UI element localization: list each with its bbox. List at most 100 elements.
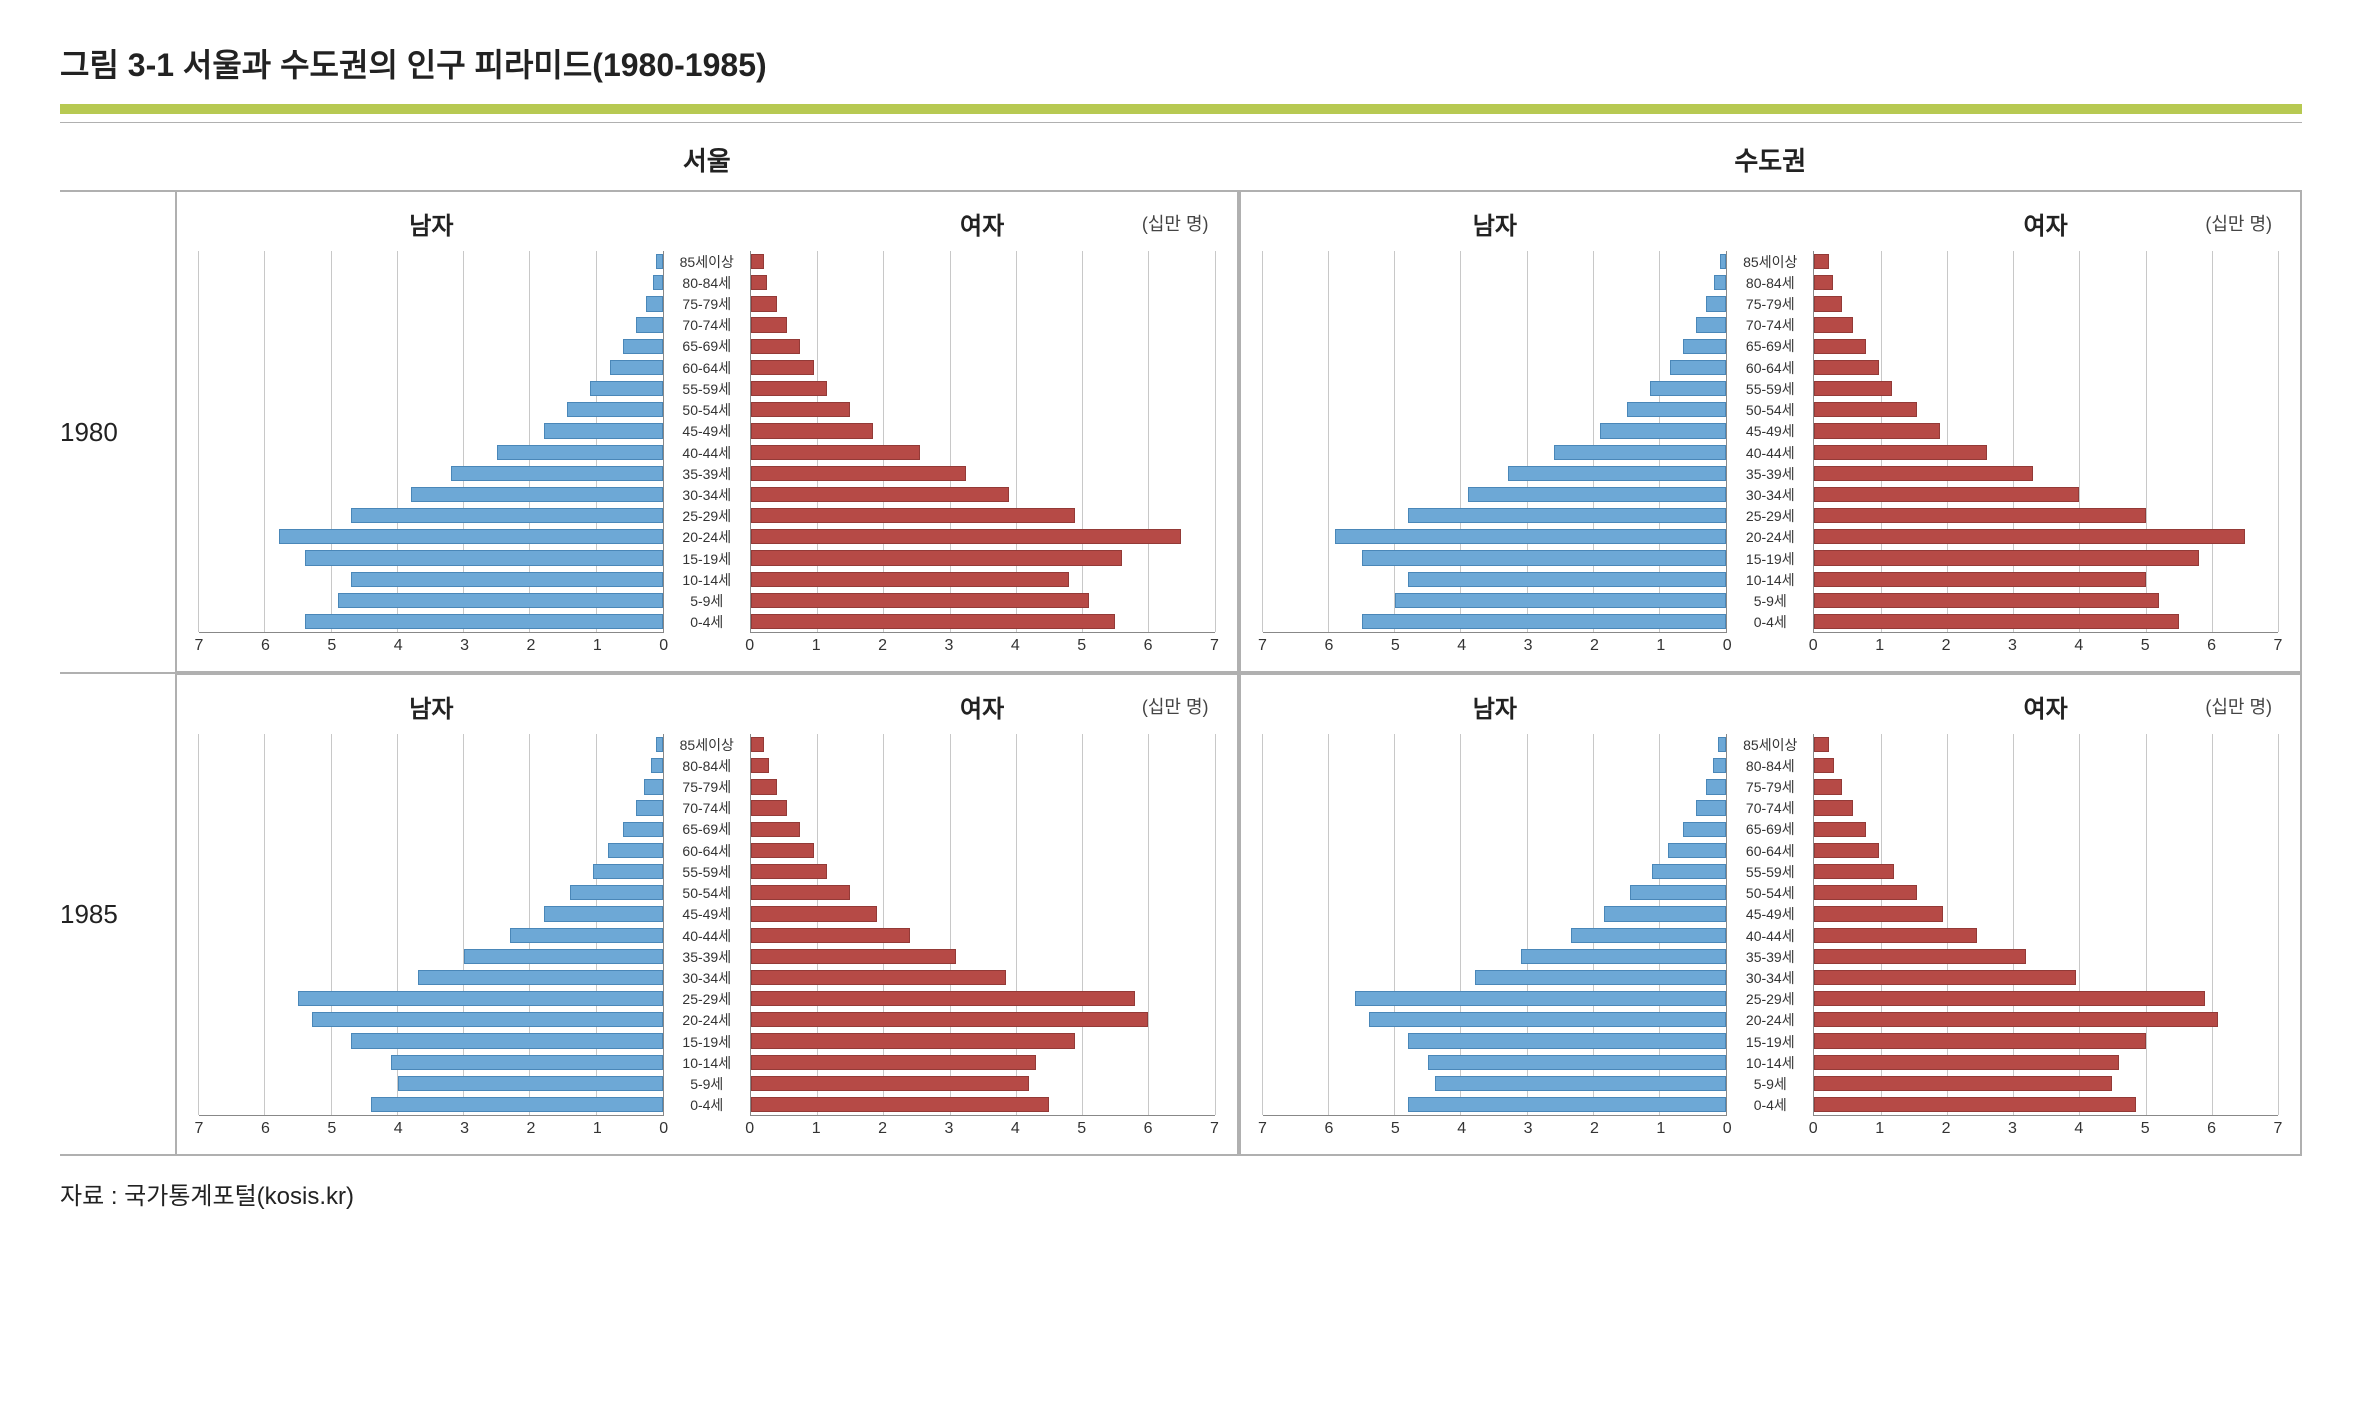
tick-label: 7 bbox=[1210, 1120, 1219, 1138]
bar-row bbox=[1814, 903, 2278, 924]
bar-row bbox=[1814, 251, 2278, 272]
male-bar bbox=[1408, 1097, 1726, 1112]
male-bar bbox=[570, 885, 663, 900]
female-bar bbox=[1814, 758, 1834, 773]
bar-row bbox=[199, 420, 663, 441]
bar-row bbox=[751, 590, 1215, 611]
age-label: 50-54세 bbox=[1727, 883, 1813, 904]
tick-label: 2 bbox=[527, 1120, 536, 1138]
bars bbox=[199, 734, 663, 1115]
pyramid-body: 0123456785세이상80-84세75-79세70-74세65-69세60-… bbox=[1263, 251, 2279, 661]
age-label: 15-19세 bbox=[664, 548, 750, 569]
bar-row bbox=[1263, 1094, 1727, 1115]
bar-row bbox=[1814, 526, 2278, 547]
x-axis: 01234567 bbox=[199, 633, 664, 661]
male-bar bbox=[1652, 864, 1726, 879]
female-bar bbox=[1814, 1076, 2112, 1091]
tick-label: 0 bbox=[1809, 1120, 1818, 1138]
male-bar bbox=[1706, 779, 1726, 794]
female-bar bbox=[751, 402, 850, 417]
age-label: 85세이상 bbox=[1727, 251, 1813, 272]
female-bar bbox=[751, 550, 1122, 565]
bar-row bbox=[1814, 988, 2278, 1009]
female-bar bbox=[1814, 949, 2026, 964]
male-bar bbox=[651, 758, 663, 773]
male-bar bbox=[1355, 991, 1726, 1006]
bar-row bbox=[1814, 1030, 2278, 1051]
bar-row bbox=[199, 378, 663, 399]
tick-label: 7 bbox=[2274, 637, 2283, 655]
male-bar bbox=[1335, 529, 1726, 544]
age-label: 10-14세 bbox=[1727, 1052, 1813, 1073]
bar-row bbox=[1814, 357, 2278, 378]
male-bar bbox=[279, 529, 663, 544]
bar-row bbox=[1263, 611, 1727, 632]
unit-label: (십만 명) bbox=[1142, 693, 1209, 719]
gender-row: 남자여자(십만 명) bbox=[1263, 689, 2279, 724]
age-label: 15-19세 bbox=[1727, 548, 1813, 569]
bar-row bbox=[199, 882, 663, 903]
bar-row bbox=[1263, 357, 1727, 378]
age-label: 35-39세 bbox=[1727, 946, 1813, 967]
male-bar bbox=[451, 466, 663, 481]
tick-label: 2 bbox=[1942, 637, 1951, 655]
age-label: 10-14세 bbox=[1727, 569, 1813, 590]
bar-row bbox=[199, 840, 663, 861]
male-bar bbox=[544, 906, 663, 921]
gender-male-label: 남자 bbox=[199, 689, 664, 724]
bar-row bbox=[199, 611, 663, 632]
age-label: 45-49세 bbox=[1727, 904, 1813, 925]
bar-row bbox=[1263, 755, 1727, 776]
female-bar bbox=[751, 1076, 1029, 1091]
female-bar bbox=[751, 991, 1135, 1006]
female-bar bbox=[751, 800, 787, 815]
female-bar bbox=[751, 864, 827, 879]
bar-row bbox=[1263, 882, 1727, 903]
bar-row bbox=[1814, 547, 2278, 568]
pyramid-body: 0123456785세이상80-84세75-79세70-74세65-69세60-… bbox=[1263, 734, 2279, 1144]
male-bar bbox=[1408, 1033, 1726, 1048]
male-bar bbox=[1683, 822, 1726, 837]
female-bar bbox=[1814, 529, 2245, 544]
age-labels: 85세이상80-84세75-79세70-74세65-69세60-64세55-59… bbox=[1727, 251, 1813, 661]
age-label: 40-44세 bbox=[664, 925, 750, 946]
bar-row bbox=[199, 315, 663, 336]
age-label: 50-54세 bbox=[1727, 400, 1813, 421]
pyramid-cell: 남자여자(십만 명)0123456785세이상80-84세75-79세70-74… bbox=[1239, 673, 2303, 1156]
tick-label: 5 bbox=[2141, 1120, 2150, 1138]
bar-row bbox=[751, 967, 1215, 988]
age-label: 5-9세 bbox=[664, 591, 750, 612]
plot-area bbox=[1813, 734, 2278, 1116]
male-bar bbox=[1468, 487, 1726, 502]
bar-row bbox=[751, 442, 1215, 463]
female-bar bbox=[1814, 1033, 2145, 1048]
female-bar bbox=[1814, 779, 1842, 794]
bar-row bbox=[1263, 840, 1727, 861]
bar-row bbox=[1263, 861, 1727, 882]
male-bar bbox=[351, 1033, 662, 1048]
figure-page: 그림 3-1 서울과 수도권의 인구 피라미드(1980-1985) 서울 수도… bbox=[0, 0, 2362, 1417]
bar-row bbox=[199, 357, 663, 378]
age-label: 5-9세 bbox=[1727, 591, 1813, 612]
male-bar bbox=[590, 381, 663, 396]
gender-row: 남자여자(십만 명) bbox=[199, 689, 1215, 724]
female-bar bbox=[751, 949, 956, 964]
female-bar bbox=[751, 906, 877, 921]
female-bar bbox=[1814, 508, 2145, 523]
age-label: 85세이상 bbox=[1727, 734, 1813, 755]
male-bar bbox=[1600, 423, 1726, 438]
right-half: 01234567 bbox=[750, 734, 1215, 1144]
plot-area bbox=[1263, 251, 1728, 633]
tick-label: 0 bbox=[745, 1120, 754, 1138]
female-bar bbox=[751, 758, 770, 773]
age-label: 80-84세 bbox=[664, 272, 750, 293]
x-axis: 01234567 bbox=[750, 1116, 1215, 1144]
x-axis: 01234567 bbox=[1263, 633, 1728, 661]
bar-row bbox=[199, 569, 663, 590]
male-bar bbox=[1428, 1055, 1726, 1070]
tick-label: 1 bbox=[1656, 1120, 1665, 1138]
tick-label: 2 bbox=[1590, 637, 1599, 655]
tick-label: 7 bbox=[1258, 637, 1267, 655]
bar-row bbox=[751, 547, 1215, 568]
bar-row bbox=[1263, 336, 1727, 357]
